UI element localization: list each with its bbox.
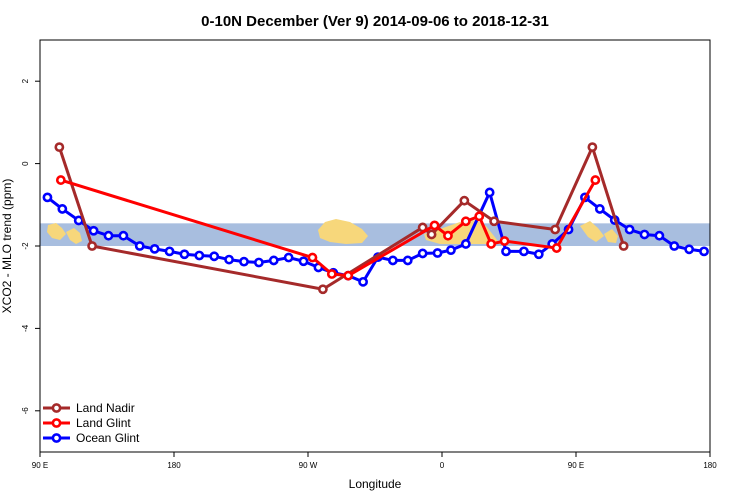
legend-marker-land-glint bbox=[51, 418, 62, 428]
series-land-glint bbox=[55, 175, 601, 281]
data-point-ocean-glint bbox=[432, 248, 443, 258]
data-point-land-glint bbox=[499, 236, 510, 246]
data-point-ocean-glint bbox=[446, 245, 456, 256]
data-point-land-glint bbox=[343, 270, 354, 281]
data-point-ocean-glint bbox=[268, 255, 279, 266]
land-new-guinea-left bbox=[66, 228, 82, 244]
data-point-ocean-glint bbox=[88, 225, 99, 236]
data-point-land-glint bbox=[590, 175, 601, 185]
data-point-ocean-glint bbox=[684, 244, 695, 255]
data-point-land-glint bbox=[307, 252, 318, 263]
data-point-ocean-glint bbox=[402, 255, 413, 266]
x-tick-label: 90 E bbox=[568, 461, 584, 470]
data-point-ocean-glint bbox=[533, 249, 544, 260]
data-point-ocean-glint bbox=[484, 187, 495, 198]
legend-label-land-glint: Land Glint bbox=[76, 416, 131, 430]
x-axis: 90 E 180 90 W 0 90 E 180 bbox=[32, 452, 717, 470]
data-point-ocean-glint bbox=[624, 224, 635, 235]
data-point-land-glint bbox=[474, 211, 485, 222]
x-tick-label: 180 bbox=[703, 461, 717, 470]
series-ocean-glint bbox=[42, 187, 709, 287]
y-tick-label: -6 bbox=[21, 407, 30, 415]
data-point-land-glint bbox=[429, 220, 440, 231]
y-tick-label: 0 bbox=[21, 161, 30, 166]
data-point-ocean-glint bbox=[164, 246, 175, 257]
data-point-ocean-glint bbox=[253, 257, 264, 268]
data-point-ocean-glint bbox=[118, 230, 129, 241]
legend-marker-land-nadir bbox=[51, 403, 62, 413]
series-line-land-nadir bbox=[57, 145, 626, 291]
y-axis: 2 0 -2 -4 -6 bbox=[21, 78, 40, 414]
land-africa bbox=[424, 220, 500, 244]
data-point-ocean-glint bbox=[358, 276, 368, 287]
data-point-land-nadir bbox=[587, 142, 598, 153]
data-point-ocean-glint bbox=[134, 241, 145, 251]
series-layer bbox=[42, 142, 709, 295]
data-point-ocean-glint bbox=[239, 256, 249, 267]
land-masses bbox=[47, 219, 618, 244]
series-land-nadir bbox=[54, 142, 629, 295]
data-point-land-nadir bbox=[550, 224, 561, 235]
data-point-land-glint bbox=[55, 175, 66, 185]
data-point-ocean-glint bbox=[73, 215, 84, 226]
y-tick-label: -2 bbox=[21, 242, 30, 250]
land-australia-papua-left bbox=[47, 223, 66, 240]
data-point-land-nadir bbox=[489, 216, 500, 227]
data-point-ocean-glint bbox=[639, 229, 650, 240]
data-point-ocean-glint bbox=[209, 251, 220, 262]
data-point-land-glint bbox=[443, 230, 453, 241]
y-axis-label: XCO2 - MLO trend (ppm) bbox=[0, 179, 14, 314]
x-tick-label: 90 E bbox=[32, 461, 48, 470]
data-point-ocean-glint bbox=[179, 249, 190, 260]
data-point-land-nadir bbox=[54, 142, 65, 153]
data-point-ocean-glint bbox=[654, 230, 665, 241]
legend-label-ocean-glint: Ocean Glint bbox=[76, 431, 140, 445]
data-point-ocean-glint bbox=[194, 250, 205, 261]
data-point-ocean-glint bbox=[57, 204, 68, 214]
data-point-ocean-glint bbox=[417, 248, 428, 259]
data-point-land-nadir bbox=[87, 241, 98, 251]
data-point-ocean-glint bbox=[149, 243, 160, 254]
data-point-land-glint bbox=[326, 269, 337, 279]
data-point-land-nadir bbox=[459, 195, 470, 206]
data-point-ocean-glint bbox=[669, 241, 680, 251]
legend-marker-ocean-glint bbox=[51, 433, 62, 443]
legend-label-land-nadir: Land Nadir bbox=[76, 401, 135, 415]
data-point-ocean-glint bbox=[387, 255, 398, 266]
x-axis-label: Longitude bbox=[349, 477, 402, 491]
data-point-ocean-glint bbox=[298, 256, 309, 267]
data-point-ocean-glint bbox=[224, 254, 234, 265]
x-tick-label: 90 W bbox=[299, 461, 318, 470]
data-point-ocean-glint bbox=[518, 246, 529, 257]
data-point-ocean-glint bbox=[42, 192, 53, 203]
data-point-land-glint bbox=[486, 239, 497, 249]
data-point-land-glint bbox=[460, 216, 471, 227]
chart-title: 0-10N December (Ver 9) 2014-09-06 to 201… bbox=[201, 13, 549, 30]
x-tick-label: 180 bbox=[167, 461, 181, 470]
land-new-guinea-right bbox=[604, 229, 618, 243]
data-point-land-glint bbox=[551, 243, 562, 253]
land-south-america bbox=[318, 219, 368, 244]
data-point-ocean-glint bbox=[501, 246, 511, 257]
y-tick-label: -4 bbox=[21, 324, 30, 332]
data-point-land-nadir bbox=[426, 229, 437, 240]
data-point-ocean-glint bbox=[460, 239, 471, 249]
y-tick-label: 2 bbox=[21, 78, 30, 83]
data-point-land-nadir bbox=[618, 241, 629, 251]
land-indonesia-right bbox=[580, 221, 604, 242]
data-point-ocean-glint bbox=[699, 246, 709, 257]
data-point-ocean-glint bbox=[283, 252, 294, 263]
data-point-ocean-glint bbox=[594, 204, 605, 214]
data-point-ocean-glint bbox=[103, 230, 114, 241]
data-point-land-nadir bbox=[317, 284, 328, 295]
x-tick-label: 0 bbox=[440, 461, 445, 470]
